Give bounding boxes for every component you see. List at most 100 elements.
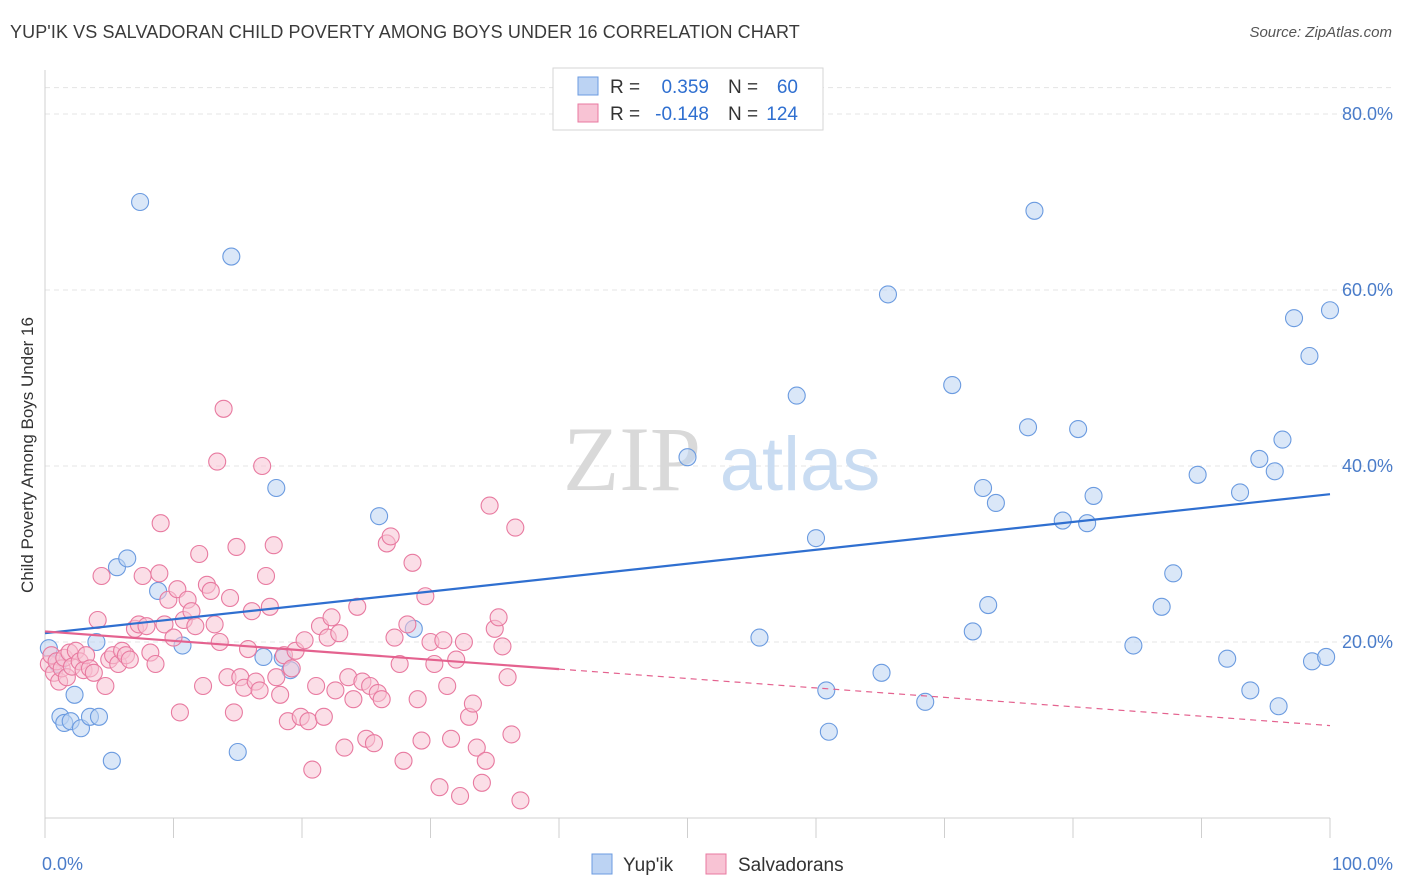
stats-n-label-0: N =: [728, 77, 758, 98]
point-1-27: [133, 566, 152, 586]
stats-n-value-0: 60: [777, 77, 798, 98]
point-1-117: [489, 608, 508, 627]
point-1-98: [408, 690, 427, 709]
watermark-atlas: atlas: [720, 422, 881, 507]
point-0-11: [87, 632, 106, 652]
point-1-43: [194, 676, 213, 696]
point-1-30: [146, 654, 165, 674]
point-1-83: [344, 690, 363, 709]
point-1-80: [330, 624, 349, 643]
point-1-105: [438, 676, 457, 696]
point-1-32: [151, 514, 170, 533]
x-tick-label-1: 100.0%: [1332, 854, 1393, 874]
point-1-111: [463, 694, 482, 713]
grid-lines: [45, 87, 1392, 643]
point-0-18: [254, 647, 273, 667]
stats-n-value-1: 124: [766, 104, 798, 125]
point-1-73: [303, 760, 322, 779]
stats-r-value-0: 0.359: [661, 77, 709, 98]
legend-swatch-1: [705, 853, 727, 875]
point-1-63: [264, 536, 283, 555]
point-0-28: [817, 681, 836, 700]
point-1-61: [256, 566, 276, 586]
point-0-7: [65, 685, 84, 704]
point-0-25: [750, 628, 769, 647]
point-0-46: [1164, 564, 1183, 583]
point-0-56: [1300, 346, 1319, 366]
point-1-95: [394, 751, 413, 770]
point-1-119: [498, 668, 517, 687]
point-1-84: [348, 597, 367, 616]
legend-label-0: Yup'ik: [623, 855, 674, 876]
point-0-38: [1018, 418, 1038, 437]
point-0-40: [1053, 511, 1072, 530]
point-1-108: [451, 786, 470, 806]
point-1-120: [502, 725, 521, 744]
point-0-12: [102, 751, 121, 770]
legend-swatch-0: [591, 853, 613, 875]
point-0-17: [228, 742, 247, 762]
point-1-15: [84, 663, 103, 682]
trend-line-0: [44, 493, 1331, 635]
point-1-49: [214, 399, 233, 418]
point-1-88: [364, 734, 384, 753]
point-0-37: [986, 493, 1005, 513]
trend-line-1: [44, 630, 560, 671]
point-0-48: [1218, 649, 1237, 668]
y-tick-label-1: 40.0%: [1342, 456, 1393, 476]
point-1-107: [447, 650, 466, 669]
point-1-41: [186, 617, 205, 636]
point-0-33: [943, 375, 962, 395]
point-0-26: [787, 386, 806, 405]
point-1-112: [467, 738, 486, 757]
watermark-zip: ZIP: [563, 408, 701, 510]
point-1-51: [220, 588, 240, 608]
point-1-113: [472, 773, 491, 792]
point-1-47: [208, 452, 227, 471]
stats-swatch-1: [577, 103, 599, 123]
point-1-46: [205, 615, 224, 634]
point-1-97: [403, 553, 422, 572]
point-0-49: [1231, 483, 1250, 502]
point-1-28: [137, 617, 156, 636]
point-1-72: [299, 712, 318, 731]
point-1-65: [271, 685, 290, 704]
point-1-102: [425, 654, 444, 674]
series-0-points: [39, 192, 1340, 770]
point-1-118: [493, 637, 512, 656]
stats-swatch-0: [577, 76, 599, 96]
point-0-29: [819, 722, 838, 741]
point-1-17: [92, 566, 111, 586]
series-1-points: [39, 399, 530, 810]
axes: [44, 70, 1331, 838]
point-1-37: [170, 703, 189, 722]
point-0-1: [222, 247, 241, 266]
y-tick-label-2: 60.0%: [1342, 280, 1393, 300]
point-0-24: [678, 448, 697, 467]
point-0-50: [1241, 681, 1260, 700]
point-0-0: [131, 192, 150, 212]
point-1-92: [381, 527, 400, 546]
stats-n-label-1: N =: [728, 104, 758, 125]
point-1-42: [190, 544, 209, 564]
stats-r-label-0: R =: [610, 77, 640, 98]
stats-r-value-1: -0.148: [655, 104, 709, 125]
point-0-43: [1084, 486, 1103, 505]
point-1-64: [267, 668, 286, 687]
point-1-115: [480, 496, 499, 515]
point-1-31: [150, 564, 169, 583]
data-points: [39, 192, 1340, 810]
point-0-45: [1152, 597, 1171, 616]
point-0-34: [963, 622, 982, 641]
point-1-114: [476, 751, 495, 770]
stats-legend: R = 0.359 N = 60 R = -0.148 N = 124: [552, 67, 824, 131]
point-0-52: [1265, 462, 1284, 481]
point-0-47: [1188, 465, 1207, 484]
point-1-94: [390, 654, 409, 674]
point-1-52: [224, 703, 243, 722]
point-1-90: [372, 690, 391, 709]
trend-lines: [44, 493, 1331, 727]
point-1-122: [511, 791, 530, 810]
point-1-60: [253, 456, 272, 476]
